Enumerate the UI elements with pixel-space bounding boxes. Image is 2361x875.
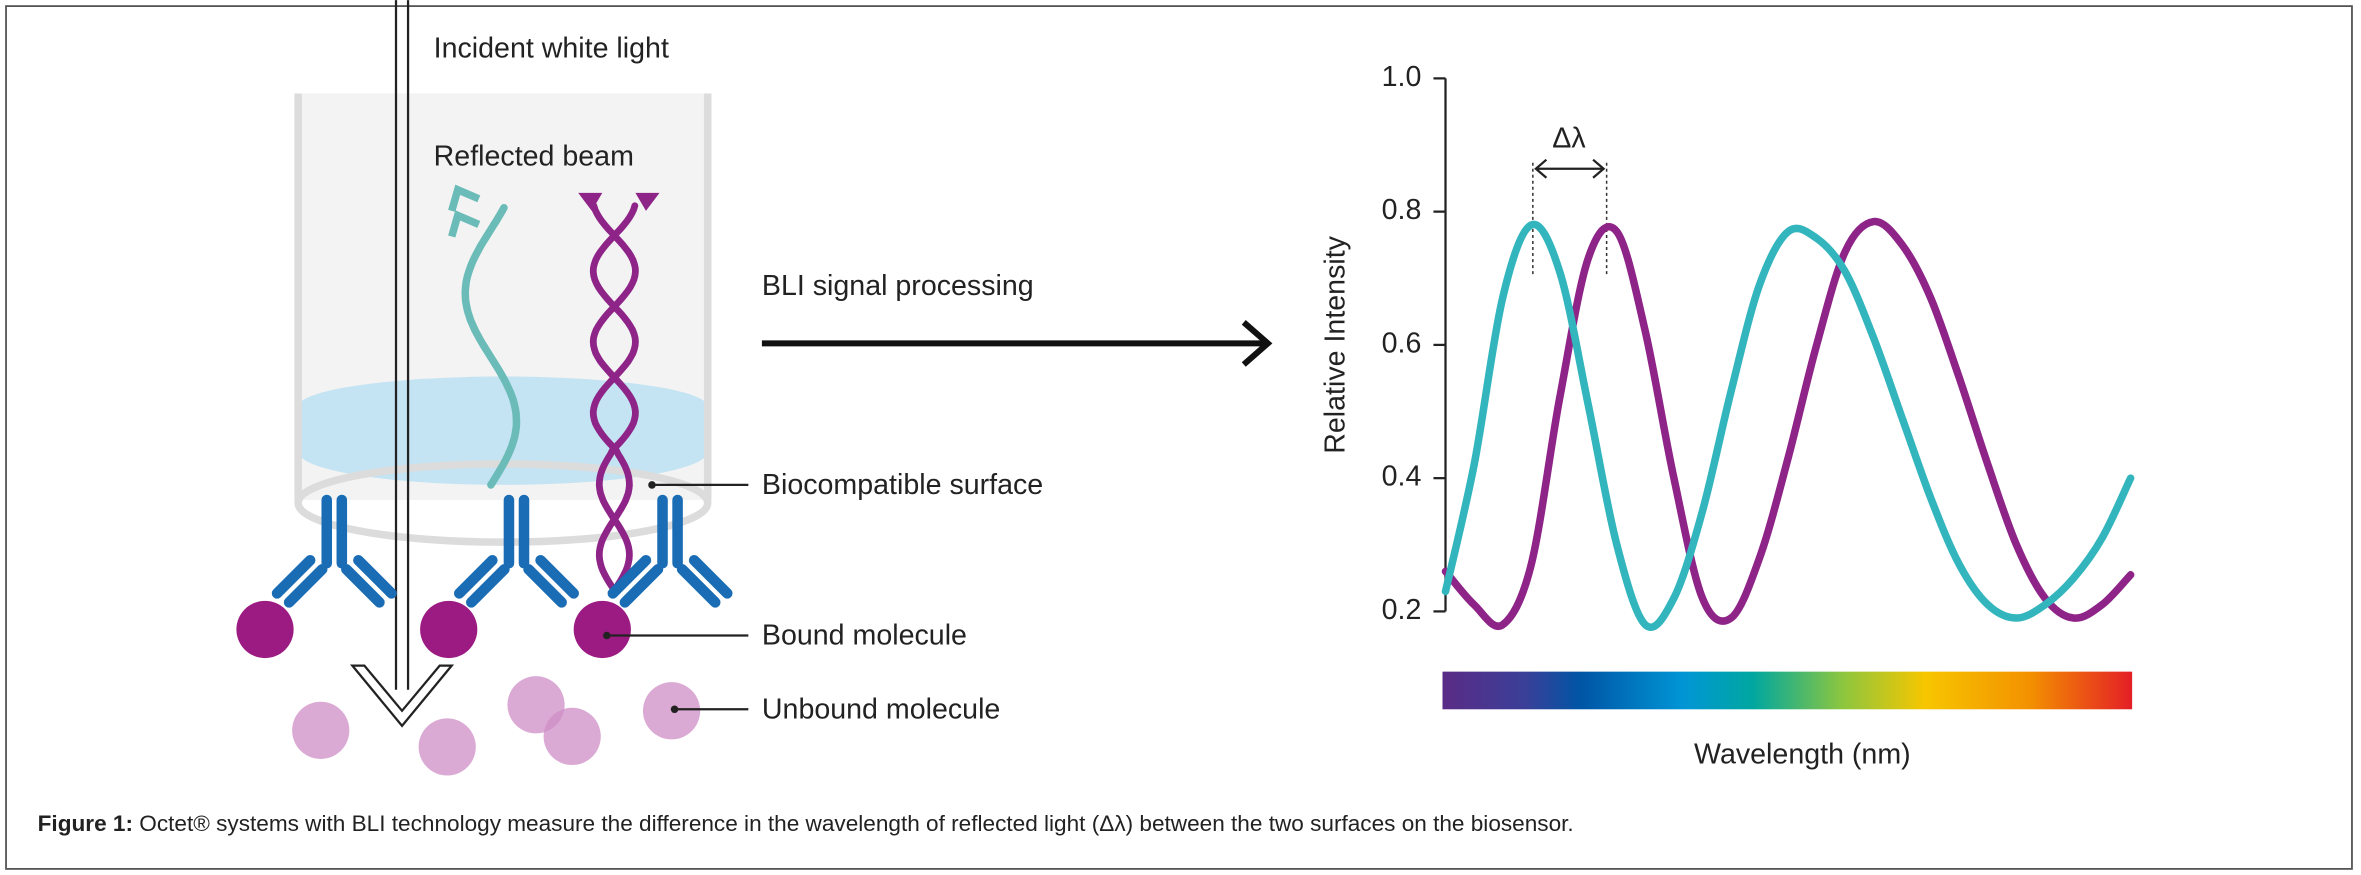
y-tick-label: 0.4: [1382, 461, 1422, 493]
delta-arrowhead: [1534, 158, 1548, 179]
caption: Figure 1: Octet® systems with BLI techno…: [38, 811, 1574, 836]
purple-wave: [589, 202, 639, 594]
unbound-label: Unbound molecule: [762, 693, 1000, 725]
series-line: [1441, 220, 2135, 631]
incident-arrowhead: [349, 664, 455, 728]
teal-wave: [461, 203, 521, 489]
bound-molecule: [236, 600, 294, 659]
y-tick-label: 1.0: [1382, 61, 1422, 93]
y-axis-title: Relative Intensity: [1320, 235, 1352, 453]
y-tick-label: 0.2: [1382, 594, 1422, 626]
bound-molecule: [573, 600, 631, 659]
delta-arrowhead: [1592, 158, 1606, 179]
plot: 1.0 0.8 0.6 0.4 0.2: [1382, 61, 2135, 631]
teal-arrowhead: [448, 184, 481, 212]
purple-arrowhead: [635, 192, 660, 211]
surface-label: Biocompatible surface: [762, 469, 1043, 501]
leader-dot: [603, 631, 611, 640]
x-axis-title: Wavelength (nm): [1694, 739, 1911, 771]
antibody: [459, 500, 573, 602]
delta-label: Δλ: [1552, 123, 1586, 155]
unbound-molecule: [292, 701, 350, 759]
unbound-molecule: [543, 707, 601, 765]
teal-arrowhead: [448, 210, 481, 238]
purple-arrowhead: [578, 192, 603, 211]
bound-molecule: [420, 600, 478, 659]
y-tick-label: 0.6: [1382, 327, 1422, 359]
unbound-molecule: [418, 718, 476, 776]
purple-wave: [589, 202, 639, 594]
antibody: [277, 500, 391, 602]
incident-label: Incident white light: [434, 32, 669, 64]
process-arrowhead: [1241, 320, 1273, 367]
series-line: [1441, 217, 2135, 630]
y-tick-label: 0.8: [1382, 194, 1422, 226]
bound-label: Bound molecule: [762, 620, 967, 652]
caption-text: Octet® systems with BLI technology measu…: [133, 811, 1574, 836]
spectrum-bar: [1442, 671, 2133, 710]
caption-label: Figure 1:: [38, 811, 133, 836]
reflected-waves: [448, 184, 660, 594]
reflected-label: Reflected beam: [434, 141, 634, 173]
frame: [5, 5, 2353, 870]
processing-label: BLI signal processing: [762, 270, 1034, 302]
